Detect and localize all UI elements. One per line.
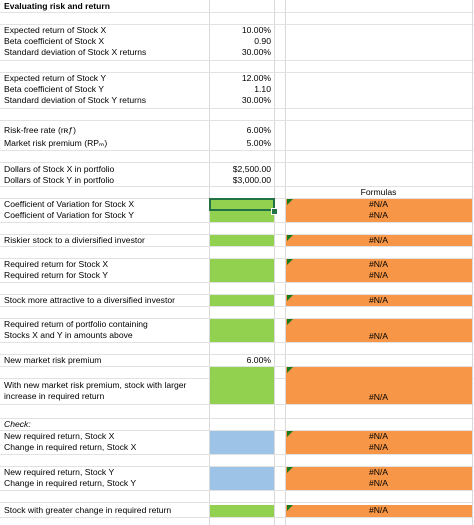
value-expected-return-y[interactable]: 12.00% [241, 73, 271, 83]
formula-riskier: #N/A [368, 235, 389, 245]
formula-cell-riskier[interactable] [286, 235, 472, 246]
label-change-y: Change in required return, Stock Y [4, 478, 137, 488]
label-beta-y: Beta coefficient of Stock Y [4, 84, 105, 94]
formula-cell-portfolio[interactable] [286, 319, 472, 342]
label-market-risk-premium: Market risk premium (RPₘ) [4, 138, 108, 148]
formula-more-attractive: #N/A [368, 295, 389, 305]
answer-cell-portfolio[interactable] [210, 319, 274, 342]
answer-cell-larger-increase[interactable] [210, 367, 274, 404]
formula-larger-increase: #N/A [368, 392, 389, 402]
answer-cell-more-attractive[interactable] [210, 295, 274, 306]
formula-cell-more-attractive[interactable] [286, 295, 472, 306]
formula-cell-greater-change[interactable] [286, 505, 472, 517]
label-portfolio-line1: Required return of portfolio containing [4, 319, 148, 329]
label-risk-free-rate: Risk-free rate (rʀƒ) [4, 125, 76, 135]
answer-cell-riskier[interactable] [210, 235, 274, 246]
value-risk-free-rate[interactable]: 6.00% [246, 125, 271, 135]
check-label: Check: [4, 419, 31, 429]
value-dollars-y[interactable]: $3,000.00 [232, 175, 271, 185]
comment-indicator-icon [287, 431, 293, 437]
value-market-risk-premium[interactable]: 5.00% [246, 138, 271, 148]
label-beta-x: Beta coefficient of Stock X [4, 36, 105, 46]
formula-portfolio: #N/A [368, 331, 389, 341]
label-greater-change: Stock with greater change in required re… [4, 505, 172, 515]
label-required-return-y: Required return for Stock Y [4, 270, 108, 280]
comment-indicator-icon [287, 235, 293, 241]
formula-cell-cv[interactable] [286, 199, 472, 222]
fill-handle[interactable] [271, 208, 278, 215]
formulas-header: Formulas [360, 187, 397, 197]
sheet-title: Evaluating risk and return [4, 1, 111, 11]
label-dollars-x: Dollars of Stock X in portfolio [4, 164, 115, 174]
label-new-premium: New market risk premium [4, 355, 102, 365]
label-larger-line2: increase in required return [4, 391, 105, 401]
column-divider [285, 0, 286, 525]
value-std-x[interactable]: 30.00% [241, 47, 271, 57]
formula-cv-x: #N/A [368, 199, 389, 209]
formula-cell-check-y[interactable] [286, 467, 472, 490]
formula-change-y: #N/A [368, 478, 389, 488]
column-divider [274, 0, 275, 525]
comment-indicator-icon [287, 259, 293, 265]
formula-cell-larger-increase[interactable] [286, 367, 472, 404]
label-portfolio-line2: Stocks X and Y in amounts above [4, 330, 133, 340]
value-beta-y[interactable]: 1.10 [254, 84, 271, 94]
label-required-return-x: Required return for Stock X [4, 259, 109, 269]
column-divider [209, 0, 210, 525]
formula-new-required-x: #N/A [368, 431, 389, 441]
formula-cv-y: #N/A [368, 210, 389, 220]
comment-indicator-icon [287, 505, 293, 511]
formula-required-return-x: #N/A [368, 259, 389, 269]
label-expected-return-x: Expected return of Stock X [4, 25, 107, 35]
column-divider [472, 0, 473, 525]
formula-cell-required-return[interactable] [286, 259, 472, 282]
label-change-x: Change in required return, Stock X [4, 442, 137, 452]
formula-change-x: #N/A [368, 442, 389, 452]
value-expected-return-x[interactable]: 10.00% [241, 25, 271, 35]
label-std-y: Standard deviation of Stock Y returns [4, 95, 147, 105]
label-std-x: Standard deviation of Stock X returns [4, 47, 147, 57]
label-new-required-x: New required return, Stock X [4, 431, 115, 441]
label-new-required-y: New required return, Stock Y [4, 467, 115, 477]
label-cv-x: Coefficient of Variation for Stock X [4, 199, 135, 209]
answer-cell-greater-change[interactable] [210, 505, 274, 517]
value-beta-x[interactable]: 0.90 [254, 36, 271, 46]
comment-indicator-icon [287, 319, 293, 325]
value-std-y[interactable]: 30.00% [241, 95, 271, 105]
comment-indicator-icon [287, 367, 293, 373]
formula-cell-check-x[interactable] [286, 431, 472, 454]
value-dollars-x[interactable]: $2,500.00 [232, 164, 271, 174]
formula-greater-change: #N/A [368, 505, 389, 515]
comment-indicator-icon [287, 295, 293, 301]
selected-cell[interactable] [209, 198, 275, 211]
label-expected-return-y: Expected return of Stock Y [4, 73, 107, 83]
label-more-attractive: Stock more attractive to a diversified i… [4, 295, 175, 305]
label-riskier: Riskier stock to a diviersified investor [4, 235, 145, 245]
formula-required-return-y: #N/A [368, 270, 389, 280]
check-cell-y[interactable] [210, 467, 274, 490]
check-cell-x[interactable] [210, 431, 274, 454]
value-new-premium[interactable]: 6.00% [246, 355, 271, 365]
label-cv-y: Coefficient of Variation for Stock Y [4, 210, 134, 220]
comment-indicator-icon [287, 467, 293, 473]
answer-cell-required-return[interactable] [210, 259, 274, 282]
label-dollars-y: Dollars of Stock Y in portfolio [4, 175, 115, 185]
comment-indicator-icon [287, 199, 293, 205]
label-larger-line1: With new market risk premium, stock with… [4, 380, 187, 390]
formula-new-required-y: #N/A [368, 467, 389, 477]
